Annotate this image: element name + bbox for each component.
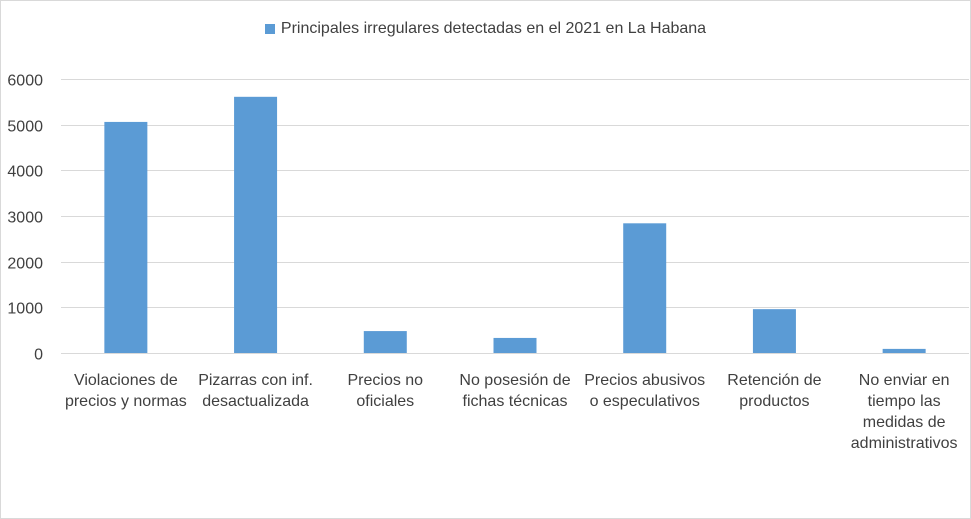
y-tick-label: 6000: [7, 73, 43, 90]
x-tick-label: Violaciones de precios y normas: [65, 372, 187, 410]
x-tick-label: Precios abusivos o especulativos: [584, 372, 705, 410]
bar: [234, 96, 278, 353]
bar: [882, 348, 926, 353]
x-tick-label: No posesión de fichas técnicas: [459, 372, 570, 410]
y-tick-label: 4000: [7, 164, 43, 181]
bar: [493, 337, 537, 353]
y-tick-label: 2000: [7, 256, 43, 273]
x-tick-label: Retención de productos: [727, 372, 821, 410]
x-tick-label: No enviar en tiempo las medidas de administ…: [851, 372, 958, 452]
bar: [623, 223, 667, 353]
y-tick-label: 1000: [7, 301, 43, 318]
y-tick-label: 5000: [7, 119, 43, 136]
bar: [363, 331, 407, 353]
x-tick-label: Pizarras con inf. desactualizada: [198, 372, 313, 410]
y-tick-label: 3000: [7, 210, 43, 227]
x-tick-label: Precios no oficiales: [347, 372, 423, 410]
bar: [752, 309, 796, 353]
legend: Principales irregulares detectadas en el…: [1, 20, 970, 38]
legend-swatch: [264, 24, 275, 34]
legend-label: Principales irregulares detectadas en el…: [280, 20, 707, 37]
bar: [104, 121, 148, 353]
y-tick-label: 0: [34, 347, 43, 364]
